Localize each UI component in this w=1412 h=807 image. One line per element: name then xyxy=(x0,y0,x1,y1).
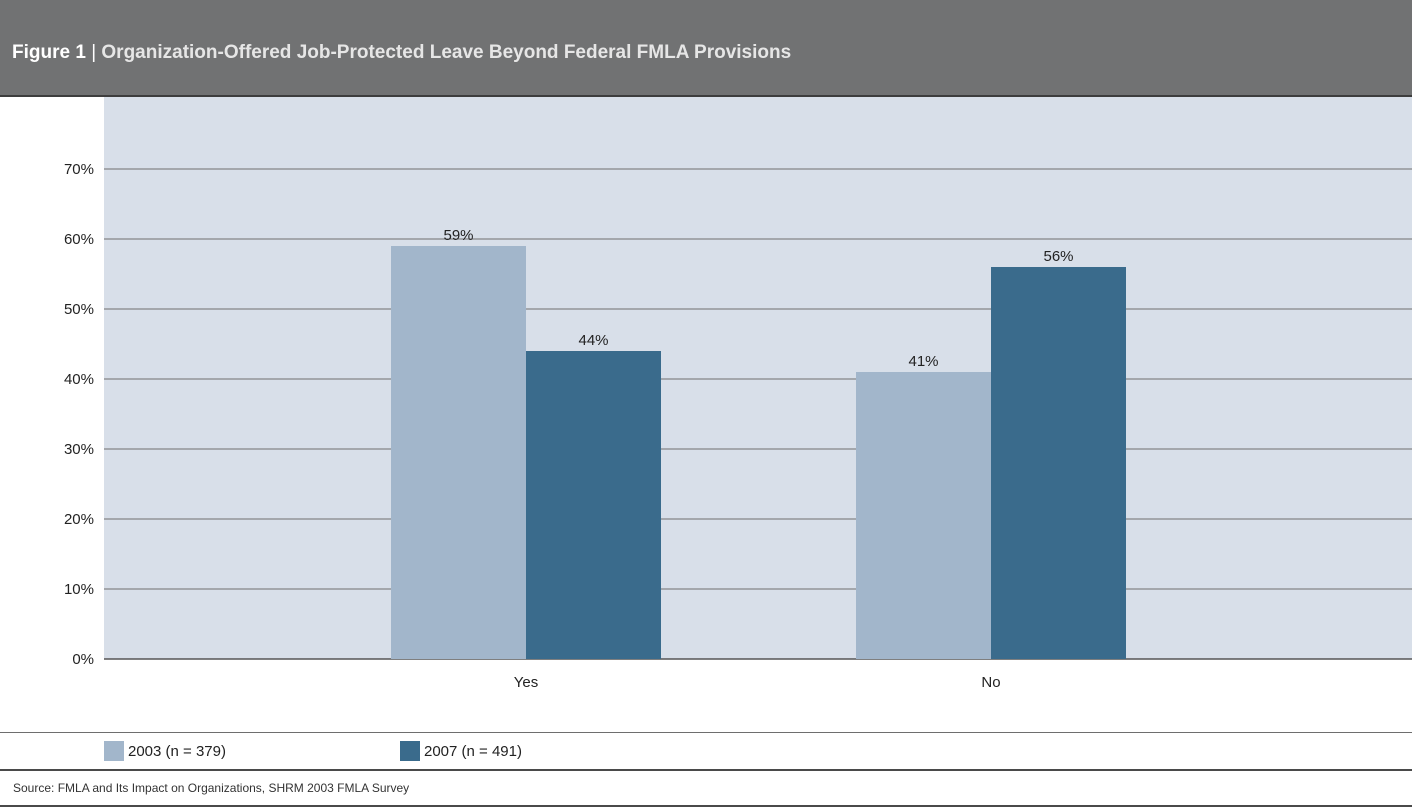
y-tick-label: 60% xyxy=(64,231,94,248)
bar xyxy=(391,246,526,659)
y-tick-label: 50% xyxy=(64,301,94,318)
x-tick-label: No xyxy=(981,674,1000,691)
y-tick-label: 20% xyxy=(64,511,94,528)
y-tick-label: 0% xyxy=(72,651,94,668)
y-tick-label: 70% xyxy=(64,161,94,178)
y-tick-label: 10% xyxy=(64,581,94,598)
bar xyxy=(856,372,991,659)
bar-chart: 0% 10% 20% 30% 40% 50% 60% 70% 59% 44% Yes 41% 56% No xyxy=(64,97,1412,691)
data-label: 41% xyxy=(908,353,938,370)
legend-item-2003: 2003 (n = 379) xyxy=(104,741,226,761)
bar xyxy=(526,351,661,659)
y-tick-label: 40% xyxy=(64,371,94,388)
figure-header: Figure 1 | Organization-Offered Job-Prot… xyxy=(0,0,1412,97)
legend-swatch-2003 xyxy=(104,741,124,761)
data-label: 56% xyxy=(1043,248,1073,265)
source-divider-bottom xyxy=(0,805,1412,807)
bar xyxy=(991,267,1126,659)
figure-subtitle: Organization-Offered Job-Protected Leave… xyxy=(101,42,792,63)
legend-swatch-2007 xyxy=(400,741,420,761)
legend-divider xyxy=(0,732,1412,733)
source-divider-top xyxy=(0,769,1412,771)
plot-area xyxy=(104,97,1412,659)
title-separator: | xyxy=(91,42,97,63)
legend-item-2007: 2007 (n = 491) xyxy=(400,741,522,761)
figure-title: Figure 1 | Organization-Offered Job-Prot… xyxy=(12,42,791,64)
legend: 2003 (n = 379) 2007 (n = 491) xyxy=(0,733,1412,769)
figure-label: Figure 1 xyxy=(12,42,86,63)
data-label: 44% xyxy=(578,332,608,349)
y-tick-label: 30% xyxy=(64,441,94,458)
data-label: 59% xyxy=(443,227,473,244)
x-tick-label: Yes xyxy=(514,674,538,691)
legend-label-2007: 2007 (n = 491) xyxy=(424,742,522,760)
source-note: Source: FMLA and Its Impact on Organizat… xyxy=(13,781,410,795)
legend-label-2003: 2003 (n = 379) xyxy=(128,742,226,760)
